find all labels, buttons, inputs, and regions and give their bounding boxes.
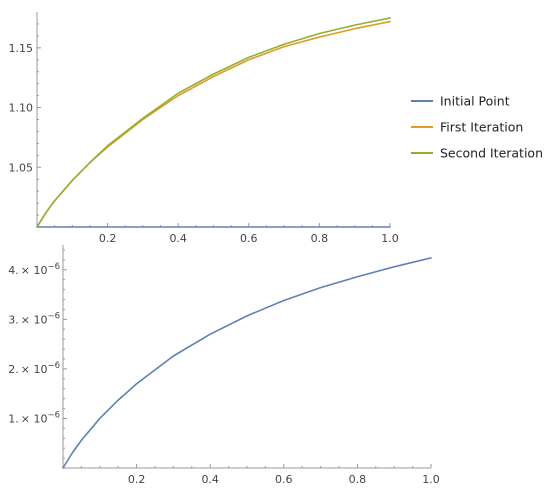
- y-tick-mantissa: 4.: [8, 264, 19, 277]
- y-tick-label: 3. × 10−6: [8, 311, 60, 326]
- series-line-1-3: [36, 17, 391, 228]
- y-tick-exponent: −6: [47, 410, 60, 420]
- y-tick-label: 1.15: [9, 42, 34, 55]
- top-plot: 0.2 0.4 0.6 0.8 1.0 1.05 1.10 1.15: [9, 12, 399, 245]
- x-tick-label: 0.2: [128, 473, 146, 486]
- x-tick-label: 0.6: [240, 232, 258, 245]
- y-tick-mantissa: 1.: [8, 412, 19, 425]
- series-line-1-2: [36, 20, 391, 228]
- y-tick-exponent: −6: [47, 311, 60, 321]
- y-tick-base: × 10: [21, 412, 48, 425]
- y-tick-base: × 10: [21, 313, 48, 326]
- y-tick-mantissa: 2.: [8, 363, 19, 376]
- x-tick-label: 0.6: [275, 473, 293, 486]
- y-tick-exponent: −6: [47, 262, 60, 272]
- legend-label: Initial Point: [440, 94, 510, 109]
- x-tick-label: 1.0: [381, 232, 399, 245]
- y-tick-label: 4. × 10−6: [8, 262, 60, 277]
- y-tick-base: × 10: [21, 264, 48, 277]
- y-tick-label: 1. × 10−6: [8, 410, 60, 425]
- x-tick-label: 0.8: [311, 232, 329, 245]
- y-tick-label: 2. × 10−6: [8, 361, 60, 376]
- y-tick-label: 1.05: [9, 161, 34, 174]
- x-tick-label: 0.4: [201, 473, 219, 486]
- y-tick-base: × 10: [21, 363, 48, 376]
- x-tick-label: 0.2: [99, 232, 117, 245]
- legend-label: First Iteration: [440, 120, 523, 135]
- x-tick-label: 0.4: [169, 232, 187, 245]
- legend: Initial Point First Iteration Second Itera…: [411, 94, 543, 161]
- y-tick-mantissa: 3.: [8, 313, 19, 326]
- bottom-plot: 0.2 0.4 0.6 0.8 1.01. × 10−62. × 10−63. × 10−64…: [8, 245, 440, 486]
- series-line-2-1: [62, 257, 432, 469]
- y-tick-exponent: −6: [47, 361, 60, 371]
- y-tick-label: 1.10: [9, 102, 34, 115]
- legend-label: Second Iteration: [440, 146, 543, 161]
- x-tick-label: 1.0: [422, 473, 440, 486]
- x-tick-label: 0.8: [349, 473, 367, 486]
